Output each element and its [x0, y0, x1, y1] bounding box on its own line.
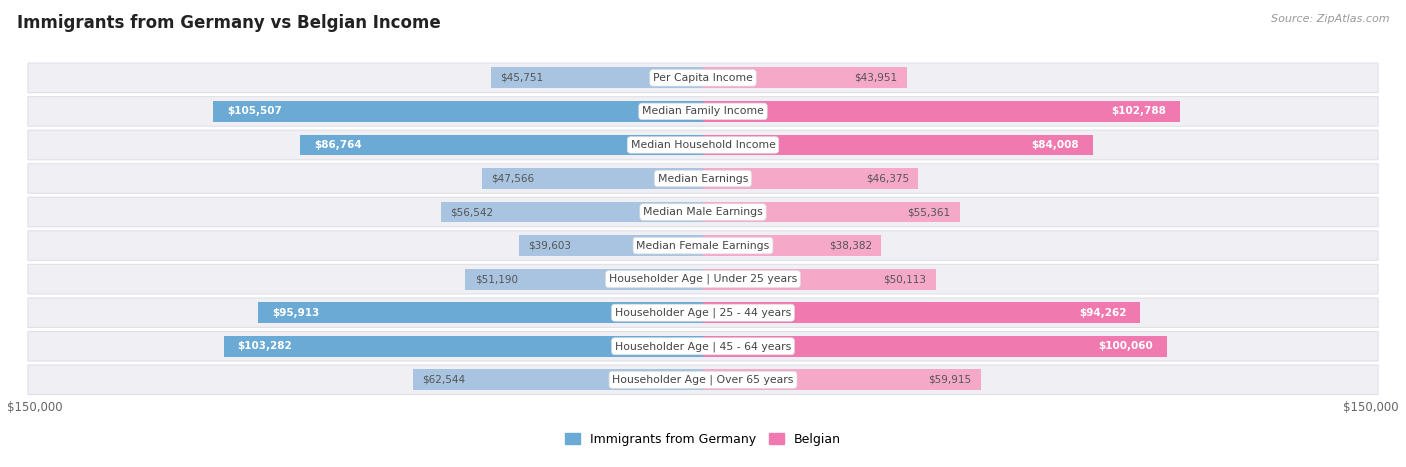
Bar: [491, 67, 703, 88]
FancyBboxPatch shape: [28, 197, 1378, 227]
FancyBboxPatch shape: [28, 63, 1378, 92]
Bar: [413, 369, 703, 390]
Text: Per Capita Income: Per Capita Income: [652, 73, 754, 83]
FancyBboxPatch shape: [28, 130, 1378, 160]
Text: Median Household Income: Median Household Income: [630, 140, 776, 150]
Text: Source: ZipAtlas.com: Source: ZipAtlas.com: [1271, 14, 1389, 24]
Text: $102,788: $102,788: [1111, 106, 1166, 116]
Text: Householder Age | 25 - 44 years: Householder Age | 25 - 44 years: [614, 307, 792, 318]
Text: Median Male Earnings: Median Male Earnings: [643, 207, 763, 217]
Text: $94,262: $94,262: [1078, 308, 1126, 318]
Bar: [440, 202, 703, 222]
Text: $43,951: $43,951: [855, 73, 897, 83]
Text: Median Family Income: Median Family Income: [643, 106, 763, 116]
FancyBboxPatch shape: [28, 298, 1378, 327]
Text: $86,764: $86,764: [315, 140, 363, 150]
Text: $51,190: $51,190: [475, 274, 517, 284]
Text: $150,000: $150,000: [7, 401, 63, 414]
Bar: [482, 168, 703, 189]
Text: $150,000: $150,000: [1343, 401, 1399, 414]
FancyBboxPatch shape: [28, 264, 1378, 294]
Text: $84,008: $84,008: [1031, 140, 1078, 150]
Text: $45,751: $45,751: [501, 73, 543, 83]
Bar: [703, 369, 981, 390]
Text: $47,566: $47,566: [492, 174, 534, 184]
Text: $100,060: $100,060: [1098, 341, 1153, 351]
Text: $55,361: $55,361: [907, 207, 950, 217]
Bar: [703, 302, 1140, 323]
Bar: [257, 302, 703, 323]
Bar: [703, 134, 1092, 156]
Bar: [465, 269, 703, 290]
Text: $62,544: $62,544: [422, 375, 465, 385]
Bar: [703, 168, 918, 189]
FancyBboxPatch shape: [28, 164, 1378, 193]
Bar: [703, 67, 907, 88]
Text: $59,915: $59,915: [928, 375, 972, 385]
Text: Householder Age | 45 - 64 years: Householder Age | 45 - 64 years: [614, 341, 792, 352]
Text: $105,507: $105,507: [228, 106, 283, 116]
Bar: [703, 269, 935, 290]
FancyBboxPatch shape: [28, 365, 1378, 395]
Bar: [703, 336, 1167, 357]
FancyBboxPatch shape: [28, 231, 1378, 261]
Text: $56,542: $56,542: [450, 207, 494, 217]
Bar: [519, 235, 703, 256]
Bar: [224, 336, 703, 357]
Bar: [703, 235, 882, 256]
Text: $95,913: $95,913: [271, 308, 319, 318]
Text: $38,382: $38,382: [828, 241, 872, 251]
Text: Immigrants from Germany vs Belgian Income: Immigrants from Germany vs Belgian Incom…: [17, 14, 440, 32]
Text: $50,113: $50,113: [883, 274, 927, 284]
Bar: [703, 101, 1180, 122]
Text: $103,282: $103,282: [238, 341, 292, 351]
Text: Median Female Earnings: Median Female Earnings: [637, 241, 769, 251]
Text: $46,375: $46,375: [866, 174, 908, 184]
Text: $39,603: $39,603: [529, 241, 571, 251]
Bar: [214, 101, 703, 122]
Bar: [703, 202, 960, 222]
FancyBboxPatch shape: [28, 332, 1378, 361]
Bar: [301, 134, 703, 156]
Text: Median Earnings: Median Earnings: [658, 174, 748, 184]
Text: Householder Age | Over 65 years: Householder Age | Over 65 years: [612, 375, 794, 385]
Legend: Immigrants from Germany, Belgian: Immigrants from Germany, Belgian: [560, 428, 846, 451]
Text: Householder Age | Under 25 years: Householder Age | Under 25 years: [609, 274, 797, 284]
FancyBboxPatch shape: [28, 97, 1378, 126]
